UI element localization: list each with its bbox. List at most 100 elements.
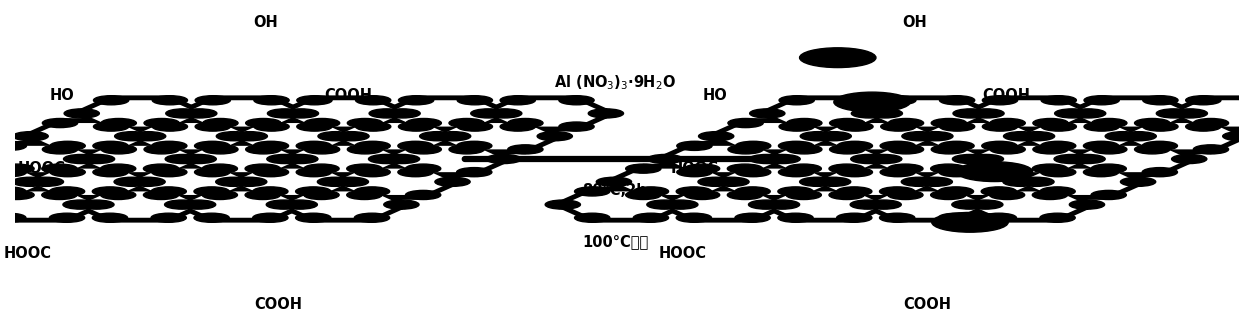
Circle shape [1019, 132, 1055, 141]
Circle shape [990, 190, 1024, 199]
Circle shape [283, 200, 317, 209]
Circle shape [954, 109, 988, 118]
Circle shape [356, 122, 391, 131]
Circle shape [435, 177, 470, 186]
Circle shape [634, 213, 668, 222]
Circle shape [559, 96, 594, 105]
Circle shape [268, 109, 303, 118]
Circle shape [931, 119, 966, 128]
Circle shape [398, 168, 433, 177]
Circle shape [1185, 122, 1221, 131]
Circle shape [852, 109, 887, 118]
Circle shape [50, 187, 84, 196]
Circle shape [1185, 96, 1221, 105]
Circle shape [931, 190, 966, 199]
Circle shape [684, 190, 719, 199]
Circle shape [1055, 109, 1090, 118]
Circle shape [165, 155, 201, 163]
Circle shape [1003, 132, 1039, 141]
Circle shape [435, 132, 471, 141]
Polygon shape [131, 169, 249, 195]
Circle shape [398, 96, 434, 105]
Circle shape [1040, 168, 1076, 177]
Text: OH: OH [903, 15, 928, 30]
Circle shape [384, 155, 419, 163]
Circle shape [246, 190, 280, 199]
Circle shape [347, 119, 383, 128]
Circle shape [816, 132, 852, 141]
Circle shape [880, 96, 916, 105]
Text: Al (NO$_3$)$_3$·9H$_2$O: Al (NO$_3$)$_3$·9H$_2$O [554, 74, 676, 92]
Circle shape [714, 177, 749, 186]
Circle shape [165, 200, 200, 209]
Text: COOH: COOH [324, 88, 372, 103]
Circle shape [253, 168, 289, 177]
Circle shape [1142, 168, 1178, 177]
Circle shape [102, 119, 136, 128]
Circle shape [940, 122, 975, 131]
Circle shape [982, 168, 1017, 177]
Polygon shape [0, 169, 46, 195]
Circle shape [879, 213, 915, 222]
Circle shape [1070, 109, 1106, 118]
Circle shape [144, 119, 180, 128]
Circle shape [779, 122, 815, 131]
Circle shape [596, 177, 631, 186]
Circle shape [407, 119, 441, 128]
Circle shape [1105, 132, 1141, 141]
Circle shape [254, 122, 289, 131]
Polygon shape [233, 169, 351, 195]
Polygon shape [1071, 146, 1189, 172]
Circle shape [500, 122, 536, 131]
Circle shape [449, 119, 485, 128]
Polygon shape [182, 191, 300, 218]
Circle shape [888, 164, 923, 173]
Circle shape [355, 187, 389, 196]
Polygon shape [438, 123, 554, 149]
Circle shape [1084, 96, 1120, 105]
Circle shape [1223, 132, 1240, 141]
Circle shape [1172, 155, 1207, 163]
Circle shape [370, 109, 404, 118]
Circle shape [837, 168, 873, 177]
Circle shape [334, 132, 370, 141]
Circle shape [800, 48, 875, 67]
Circle shape [1042, 96, 1076, 105]
Polygon shape [284, 191, 402, 218]
Circle shape [1040, 141, 1076, 150]
Polygon shape [665, 146, 782, 172]
Circle shape [0, 164, 35, 173]
Circle shape [296, 168, 331, 177]
Polygon shape [766, 191, 884, 218]
Circle shape [398, 141, 433, 150]
Circle shape [166, 109, 201, 118]
Polygon shape [717, 123, 833, 149]
Circle shape [626, 190, 661, 199]
Circle shape [779, 141, 813, 150]
Polygon shape [81, 146, 198, 172]
Polygon shape [82, 100, 200, 127]
Circle shape [1135, 145, 1169, 154]
Circle shape [851, 155, 887, 163]
Circle shape [1033, 119, 1068, 128]
Circle shape [203, 119, 238, 128]
Circle shape [507, 145, 543, 154]
Circle shape [42, 190, 77, 199]
Circle shape [93, 168, 128, 177]
Circle shape [1091, 190, 1126, 199]
Circle shape [918, 177, 952, 186]
Circle shape [931, 212, 1008, 232]
Circle shape [830, 145, 864, 154]
Circle shape [305, 119, 340, 128]
Polygon shape [817, 169, 935, 195]
Polygon shape [0, 191, 97, 218]
Circle shape [968, 109, 1004, 118]
Circle shape [458, 122, 492, 131]
Circle shape [0, 141, 26, 150]
Circle shape [153, 96, 187, 105]
Circle shape [296, 141, 331, 150]
Circle shape [0, 213, 26, 222]
Circle shape [1172, 109, 1208, 118]
Circle shape [295, 213, 331, 222]
Circle shape [749, 200, 784, 209]
